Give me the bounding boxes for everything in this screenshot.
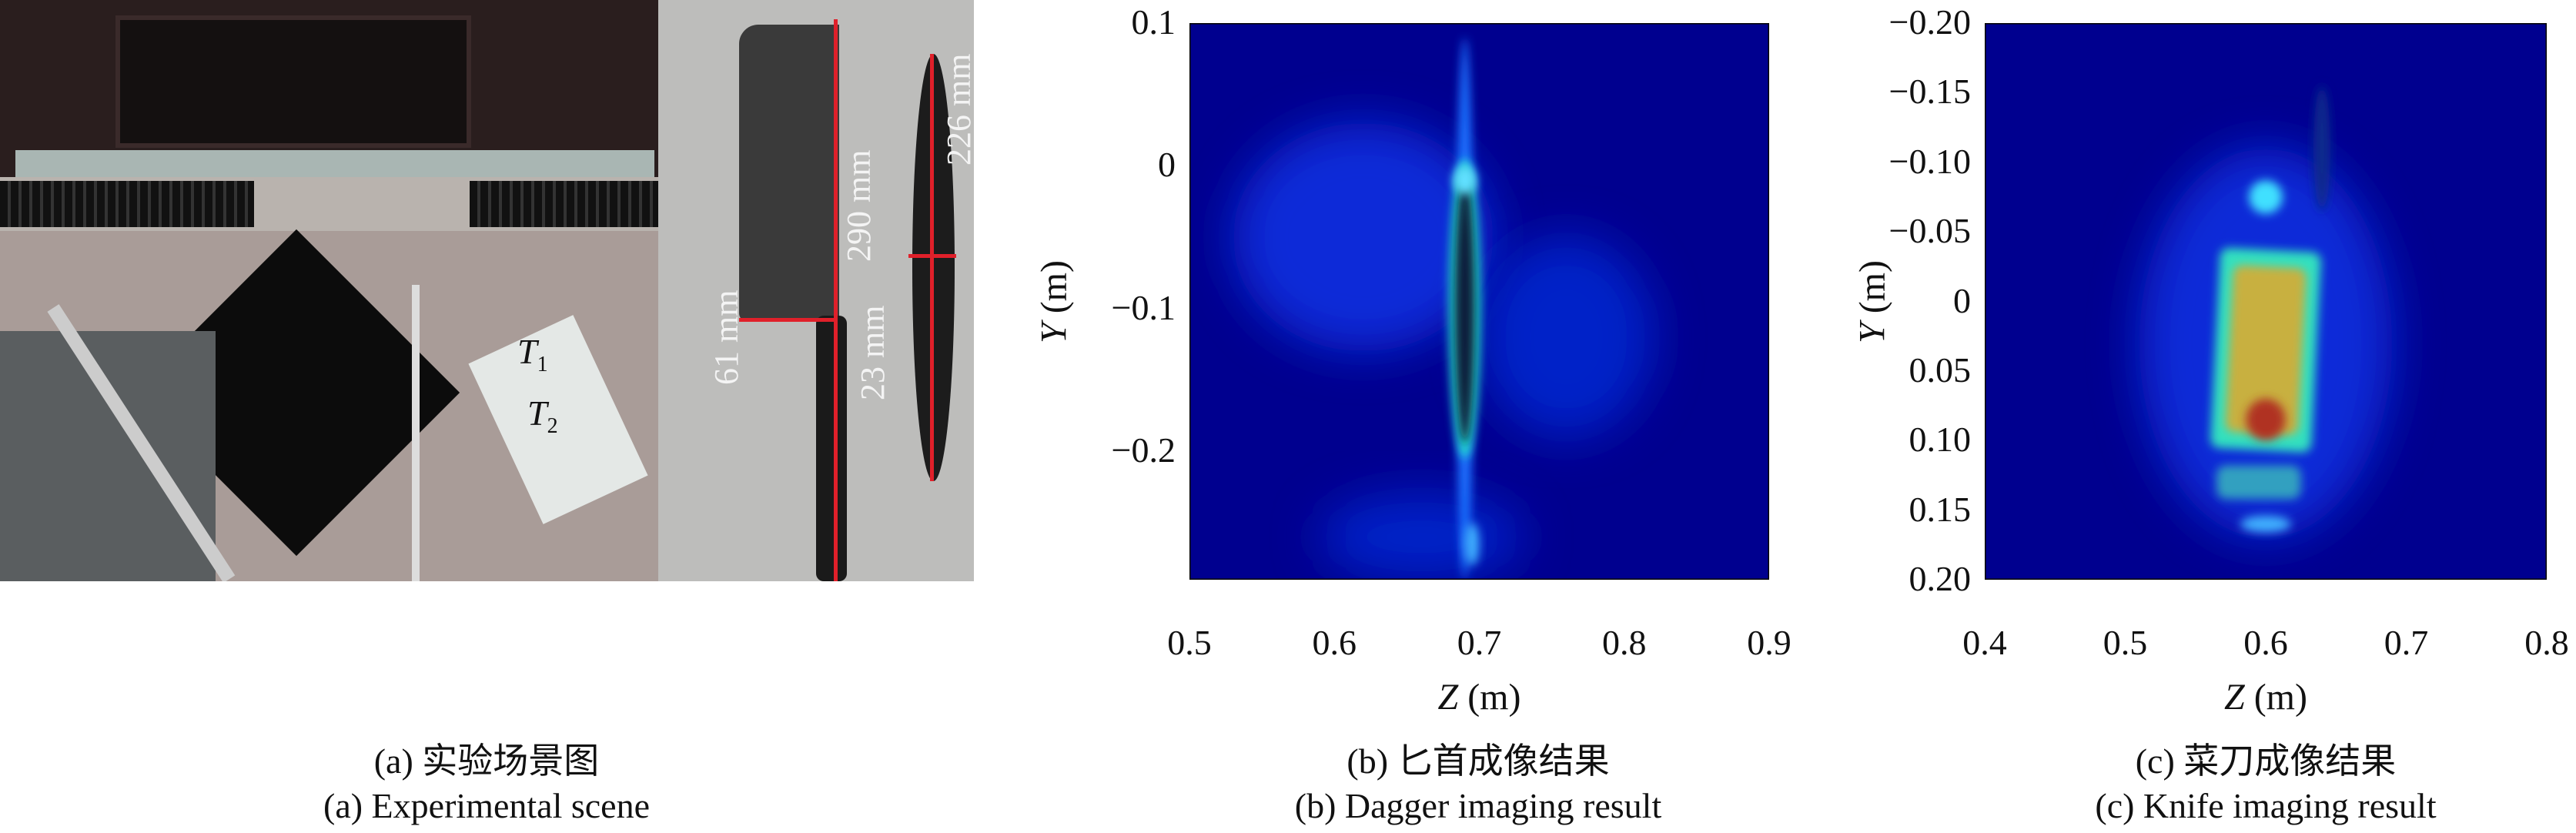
cleaver-width-label: 61 mm xyxy=(708,289,745,385)
cleaver-handle xyxy=(816,316,847,581)
rail xyxy=(15,150,654,177)
y-tick-label: 0.15 xyxy=(1909,489,1972,529)
y-tick-label: 0.05 xyxy=(1909,350,1972,390)
y-tick-label: −0.10 xyxy=(1889,141,1971,181)
x-tick-label: 0.7 xyxy=(1457,623,1502,662)
absorber xyxy=(0,181,254,227)
y-tick-label: −0.2 xyxy=(1111,430,1176,470)
heatmap-intensity-region xyxy=(1320,493,1523,580)
absorber xyxy=(470,181,658,227)
y-tick-label: −0.1 xyxy=(1111,287,1176,327)
y-tick-label: −0.05 xyxy=(1889,211,1971,251)
x-axis-label: Z (m) xyxy=(1437,677,1521,718)
y-axis-label: Y (m) xyxy=(1852,259,1893,343)
x-tick-label: 0.8 xyxy=(2524,623,2569,662)
heatmap-area xyxy=(1985,23,2547,580)
x-tick-label: 0.9 xyxy=(1747,623,1791,662)
caption-a-cn: (a) 实验场景图 xyxy=(373,741,600,781)
heatmap-intensity-region xyxy=(2313,85,2330,212)
equipment xyxy=(0,331,216,581)
target-t2-label: T2 xyxy=(527,393,558,439)
heatmap-intensity-region xyxy=(2249,180,2283,214)
y-tick-label: −0.20 xyxy=(1889,2,1971,42)
caption-a-en: (a) Experimental scene xyxy=(323,786,650,825)
heatmap-area xyxy=(1189,23,1769,580)
stick xyxy=(412,285,420,581)
caption-b-cn: (b) 匕首成像结果 xyxy=(1347,741,1610,781)
cabinet-door xyxy=(115,15,471,148)
experimental-scene-photo: 290 mm 226 mm 23 mm 61 mm T1 T2 xyxy=(0,0,974,581)
y-tick-label: 0 xyxy=(1158,145,1176,185)
heatmap-intensity-region xyxy=(1464,522,1480,566)
x-tick-label: 0.5 xyxy=(2103,623,2148,662)
dimension-line xyxy=(908,254,956,258)
y-tick-label: 0.20 xyxy=(1909,559,1972,598)
caption-c-en: (c) Knife imaging result xyxy=(2095,786,2437,825)
x-tick-label: 0.5 xyxy=(1167,623,1212,662)
dimension-line xyxy=(930,54,934,481)
heatmap-intensity-region xyxy=(1454,172,1475,444)
dimension-line xyxy=(834,19,838,581)
x-tick-label: 0.7 xyxy=(2384,623,2429,662)
dagger-length-label: 226 mm xyxy=(940,53,974,166)
y-tick-label: 0 xyxy=(1953,280,1971,320)
cleaver-blade xyxy=(739,25,839,321)
y-tick-label: 0.10 xyxy=(1909,420,1972,460)
heatmap-intensity-region xyxy=(1233,122,1494,352)
x-tick-label: 0.8 xyxy=(1602,623,1647,662)
heatmap-intensity-region xyxy=(2216,465,2301,500)
caption-b-en: (b) Dagger imaging result xyxy=(1294,786,1662,825)
x-tick-label: 0.6 xyxy=(1312,623,1357,662)
dimension-line xyxy=(739,318,835,322)
target-t1-label: T1 xyxy=(517,332,548,377)
cleaver-length-label: 290 mm xyxy=(840,149,878,262)
y-tick-label: 0.1 xyxy=(1131,2,1176,42)
x-tick-label: 0.4 xyxy=(1962,623,2007,662)
heatmap-intensity-region xyxy=(2246,399,2286,441)
heatmap-intensity-region xyxy=(2240,515,2291,533)
caption-c-cn: (c) 菜刀成像结果 xyxy=(2135,741,2397,781)
x-tick-label: 0.6 xyxy=(2243,623,2288,662)
heatmap-intensity-region xyxy=(1453,166,1477,195)
heatmap-intensity-region xyxy=(2225,265,2307,435)
y-axis-label: Y (m) xyxy=(1033,259,1075,343)
heatmap-intensity-region xyxy=(1479,237,1654,437)
x-axis-label: Z (m) xyxy=(2223,677,2308,718)
y-tick-label: −0.15 xyxy=(1889,72,1971,112)
dagger-width-label: 23 mm xyxy=(854,305,892,400)
